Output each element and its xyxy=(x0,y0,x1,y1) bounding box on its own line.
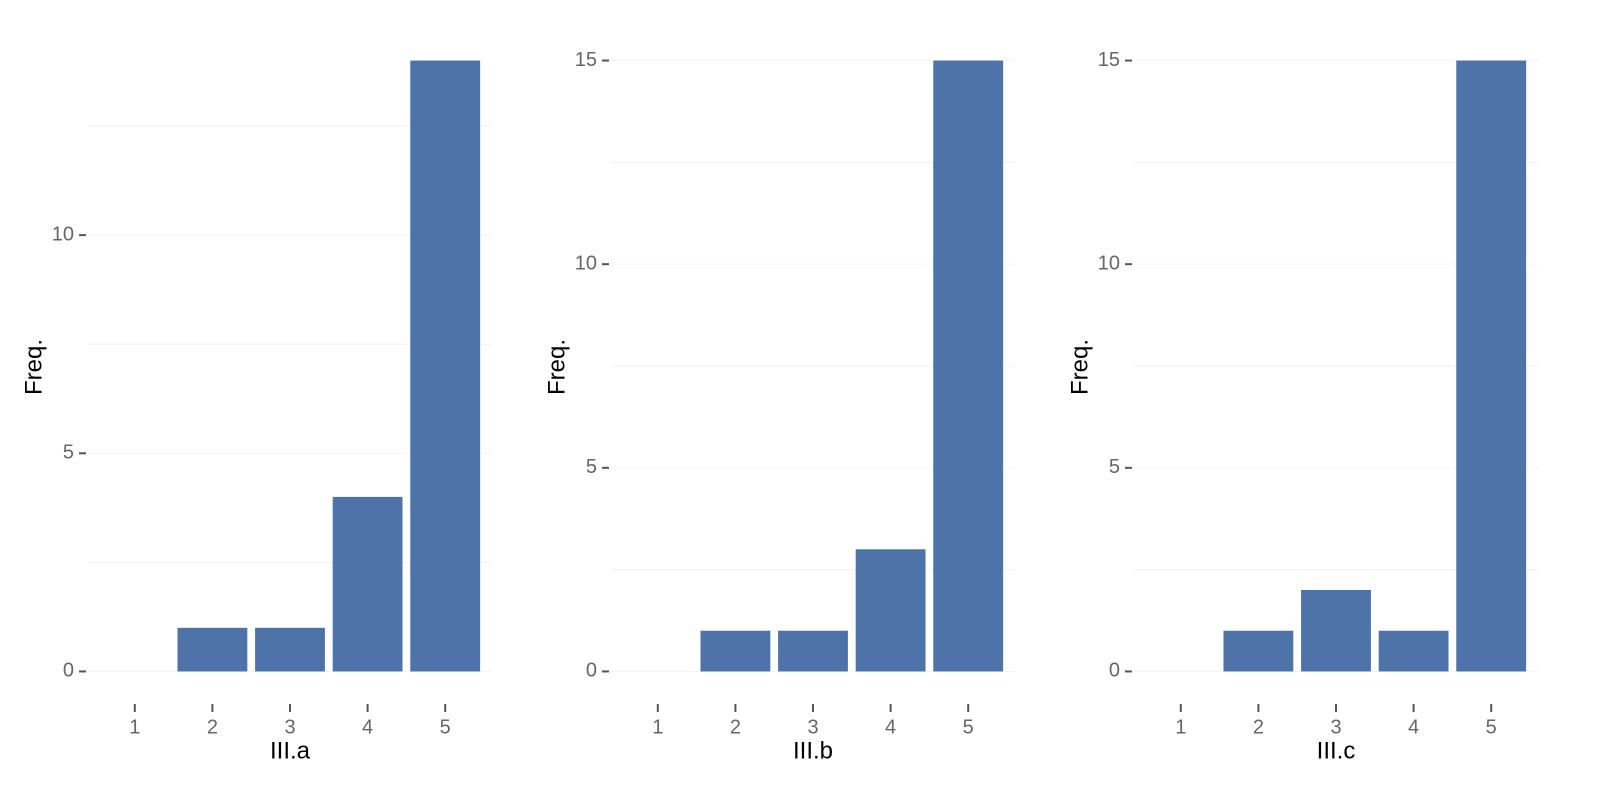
x-tick-label: 4 xyxy=(885,716,896,738)
bar xyxy=(1223,630,1294,672)
y-tick-label: 5 xyxy=(63,442,74,464)
y-tick-label: 0 xyxy=(63,660,74,682)
x-tick-label: 4 xyxy=(1408,716,1419,738)
bar xyxy=(332,496,403,672)
bar xyxy=(778,630,848,672)
y-tick-label: 0 xyxy=(1109,660,1120,682)
x-axis-label: III.b xyxy=(793,737,833,764)
x-tick-label: 1 xyxy=(652,716,663,738)
x-tick-label: 3 xyxy=(284,716,295,738)
x-tick-label: 5 xyxy=(963,716,974,738)
x-tick-label: 1 xyxy=(1175,716,1186,738)
bar xyxy=(1378,630,1449,672)
x-tick-label: 3 xyxy=(807,716,818,738)
bar xyxy=(1456,60,1527,672)
bar xyxy=(177,627,248,672)
bar xyxy=(1301,590,1371,672)
x-tick-label: 5 xyxy=(1486,716,1497,738)
x-axis-label: III.a xyxy=(270,737,311,764)
y-axis-label: Freq. xyxy=(543,339,570,395)
x-axis-label: III.c xyxy=(1317,737,1356,764)
y-tick-label: 0 xyxy=(586,660,597,682)
y-tick-label: 10 xyxy=(52,223,74,245)
x-tick-label: 3 xyxy=(1330,716,1341,738)
y-tick-label: 5 xyxy=(586,456,597,478)
x-tick-label: 2 xyxy=(207,716,218,738)
y-tick-label: 10 xyxy=(1098,252,1120,274)
bar xyxy=(700,630,771,672)
x-tick-label: 5 xyxy=(440,716,451,738)
x-tick-label: 2 xyxy=(730,716,741,738)
x-tick-label: 4 xyxy=(362,716,373,738)
y-tick-label: 10 xyxy=(575,252,597,274)
bar xyxy=(410,60,481,672)
y-axis-label: Freq. xyxy=(1066,339,1093,395)
y-tick-label: 5 xyxy=(1109,456,1120,478)
bar xyxy=(855,549,926,672)
y-tick-label: 15 xyxy=(575,49,597,71)
y-axis-label: Freq. xyxy=(20,339,47,395)
x-tick-label: 1 xyxy=(129,716,140,738)
bar xyxy=(933,60,1004,672)
bar xyxy=(255,627,325,672)
y-tick-label: 15 xyxy=(1098,49,1120,71)
x-tick-label: 2 xyxy=(1253,716,1264,738)
